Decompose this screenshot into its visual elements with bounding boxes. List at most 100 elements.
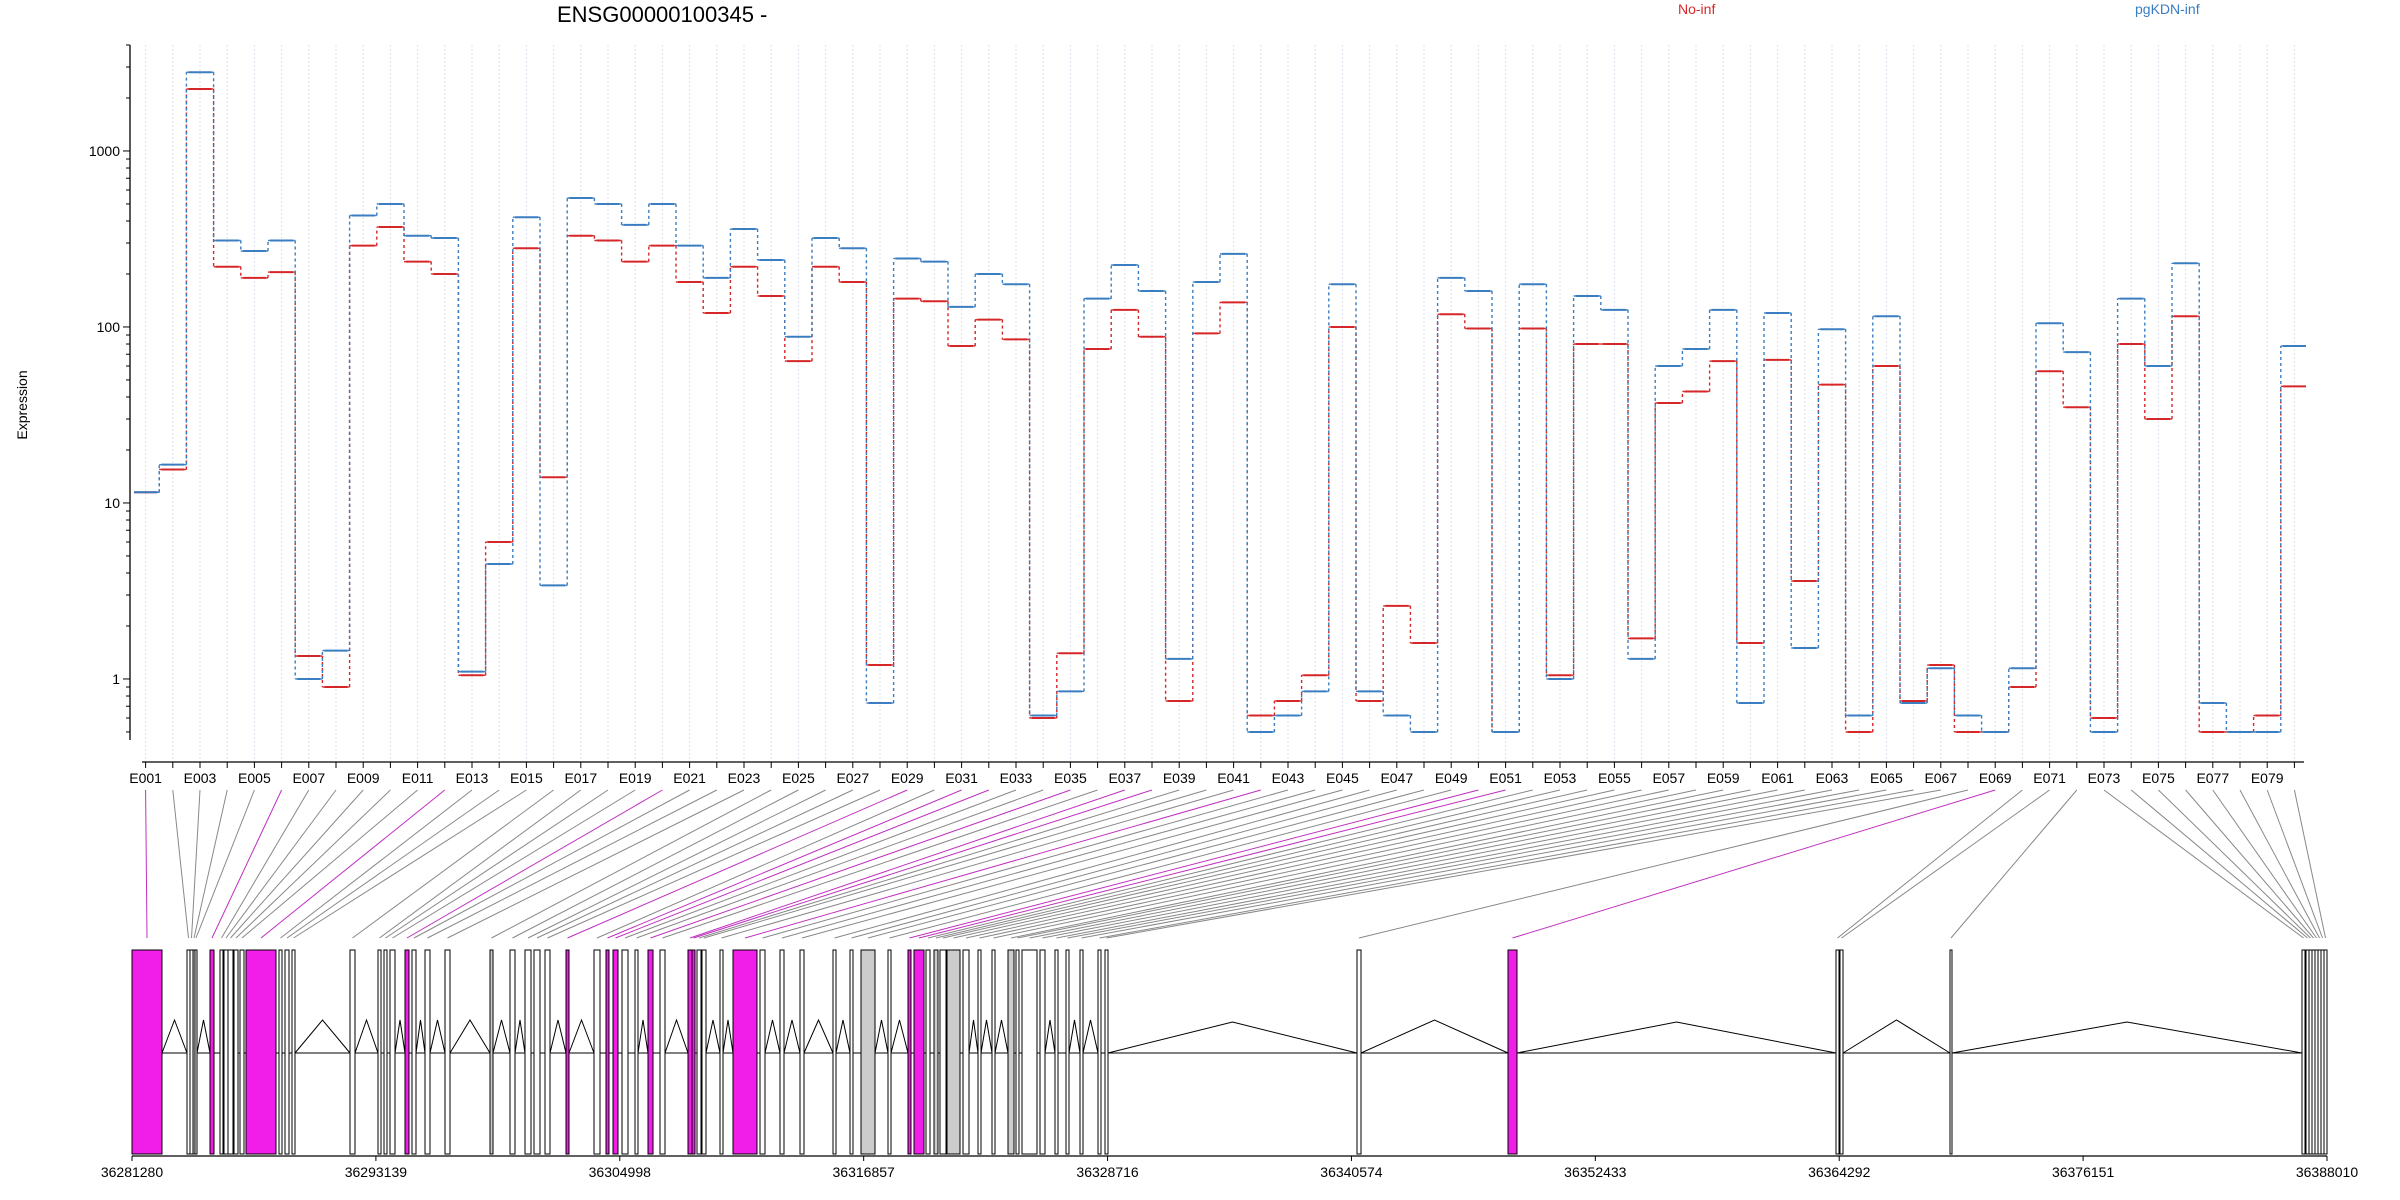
exon-connector	[191, 789, 201, 939]
exon-connector	[2239, 789, 2320, 939]
x-tick-label: E029	[891, 770, 924, 786]
exon-connector	[293, 789, 527, 939]
exon-box	[278, 949, 283, 1155]
exon-connector	[2293, 789, 2326, 939]
x-tick-label: E021	[673, 770, 706, 786]
exon-box	[621, 949, 629, 1155]
exon-connector	[2103, 789, 2304, 939]
exon-box	[849, 949, 854, 1155]
exon-connector	[1029, 789, 1778, 939]
intron-line	[637, 1019, 649, 1054]
legend-no-inf: No-inf	[1678, 1, 1716, 17]
exon-box	[219, 949, 224, 1155]
intron-line	[1068, 1019, 1081, 1054]
genome-tick-label: 36293139	[345, 1164, 408, 1180]
exon-connector	[406, 789, 663, 939]
x-tick-label: E023	[728, 770, 761, 786]
y-tick-label: 100	[97, 319, 121, 335]
exon-box	[634, 949, 639, 1155]
exon-connector	[2158, 789, 2311, 939]
intron-line	[783, 1019, 801, 1054]
exon-connector	[193, 789, 228, 939]
exon-connector	[781, 789, 1316, 939]
exon-connector	[567, 789, 908, 939]
intron-line	[294, 1019, 351, 1054]
exon-box	[659, 949, 666, 1155]
gene-model	[131, 949, 2328, 1155]
exon-connector	[918, 789, 1506, 939]
genome-tick-label: 36316857	[833, 1164, 896, 1180]
exon-connector	[636, 789, 1044, 939]
exon-box	[962, 949, 970, 1155]
intron-line	[980, 1019, 993, 1054]
intron-line	[196, 1019, 211, 1054]
exon-connector	[145, 789, 148, 939]
exon-box	[759, 949, 766, 1155]
intron-line	[664, 1018, 689, 1054]
exon-box	[383, 949, 388, 1155]
intron-line	[1842, 1019, 1951, 1054]
exon-connector	[993, 789, 1697, 939]
exon-connector	[547, 789, 881, 939]
exon-box	[131, 949, 163, 1155]
y-tick-label: 1	[112, 671, 120, 687]
exon-box	[946, 949, 961, 1155]
exon-box	[1065, 949, 1070, 1155]
x-tick-label: E067	[1924, 770, 1957, 786]
exon-box	[404, 949, 410, 1155]
exon-connector	[744, 789, 1261, 939]
exon-connector	[693, 789, 1153, 939]
exon-connector	[1358, 789, 1969, 939]
intron-line	[492, 1019, 511, 1054]
x-tick-label: E061	[1761, 770, 1794, 786]
exon-box	[977, 949, 982, 1155]
exon-box	[1104, 949, 1109, 1155]
genome-tick-label: 36376151	[2052, 1164, 2115, 1180]
exon-box	[524, 949, 532, 1155]
y-tick-label: 10	[104, 495, 120, 511]
x-tick-label: E005	[238, 770, 271, 786]
x-tick-label: E007	[292, 770, 325, 786]
exon-connector	[527, 789, 826, 939]
exon-connector	[512, 789, 799, 939]
exon-axis: E001 E003 E005 E007 E009 E011 E013 E015 E017 E019…	[129, 761, 2304, 786]
intron-line	[415, 1019, 426, 1054]
exon-box	[533, 949, 541, 1155]
intron-line	[1951, 1021, 2303, 1054]
x-tick-label: E057	[1652, 770, 1685, 786]
exon-box	[1039, 949, 1046, 1155]
exon-box	[227, 949, 234, 1155]
x-tick-label: E053	[1544, 770, 1577, 786]
exon-box	[2323, 949, 2328, 1155]
intron-line	[994, 1019, 1009, 1054]
exon-box	[1021, 949, 1038, 1155]
exon-box	[194, 949, 198, 1155]
x-tick-label: E011	[402, 770, 434, 786]
exon-connector	[1067, 789, 1860, 939]
intron-line	[1360, 1019, 1509, 1054]
exon-connector	[260, 789, 446, 939]
exon-connector	[801, 789, 1343, 939]
exon-box	[389, 949, 396, 1155]
intron-line	[890, 1019, 909, 1054]
exon-connector	[650, 789, 1071, 939]
exon-box	[233, 949, 239, 1155]
x-tick-label: E033	[1000, 770, 1033, 786]
series-lines	[134, 71, 2306, 733]
x-tick-label: E027	[836, 770, 869, 786]
exon-connector	[225, 789, 337, 939]
x-tick-label: E069	[1979, 770, 2012, 786]
exon-box	[444, 949, 451, 1155]
exon-connector	[867, 789, 1425, 939]
intron-line	[803, 1018, 834, 1054]
genome-tick-label: 36364292	[1808, 1164, 1871, 1180]
x-tick-label: E073	[2088, 770, 2121, 786]
exon-connector	[230, 789, 364, 939]
exon-connector	[2266, 789, 2323, 939]
legend-pgkdn-inf: pgKDN-inf	[2135, 1, 2200, 17]
exon-connector	[352, 789, 554, 939]
exon-box	[939, 949, 947, 1155]
gridlines	[145, 45, 2295, 760]
exon-connector	[1010, 789, 1724, 939]
exon-box	[209, 949, 215, 1155]
